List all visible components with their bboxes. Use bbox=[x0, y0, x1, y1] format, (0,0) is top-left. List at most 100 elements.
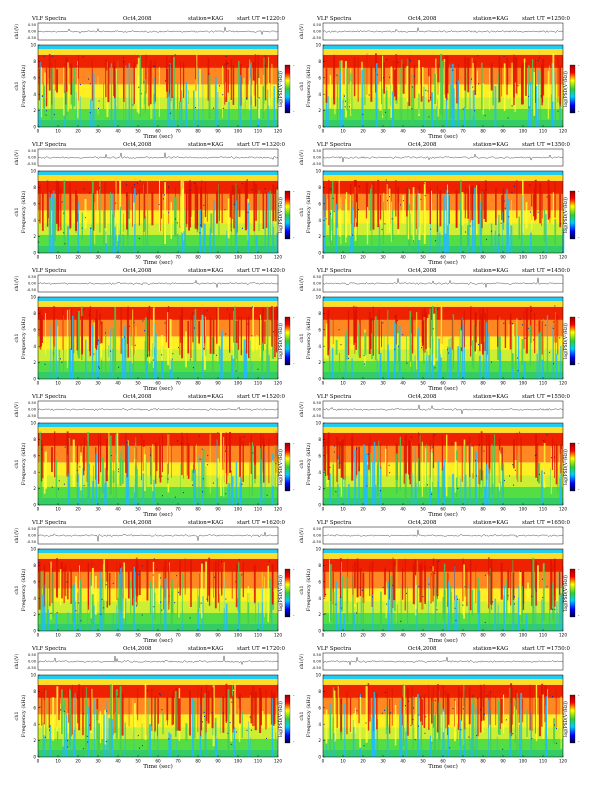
spectrogram-streak bbox=[104, 182, 106, 229]
spectrogram-streak bbox=[240, 317, 242, 356]
spectrogram-streak bbox=[527, 582, 529, 599]
spectrogram-streak bbox=[560, 696, 562, 749]
spectrogram-streak bbox=[365, 182, 368, 219]
chart-title-station: station=KAG bbox=[473, 16, 508, 22]
spectrogram-streak bbox=[43, 86, 45, 116]
spectrogram-streak bbox=[463, 106, 466, 127]
spectrogram-streak bbox=[221, 192, 223, 224]
spectrogram-streak bbox=[559, 571, 561, 595]
spectrogram-streak bbox=[418, 443, 421, 481]
spectrogram-speck bbox=[376, 74, 378, 76]
time-axis-label: Time (sec) bbox=[428, 763, 458, 770]
spectrogram-speck bbox=[202, 562, 204, 564]
spectrogram-speck bbox=[75, 610, 77, 612]
spectrogram-streak bbox=[271, 306, 274, 359]
spectrogram-band bbox=[323, 427, 563, 433]
spectrogram-streak bbox=[339, 353, 340, 379]
spectrogram-streak bbox=[332, 464, 334, 496]
spectrogram-streak bbox=[443, 590, 446, 614]
spectrogram-streak bbox=[207, 690, 210, 724]
spectrogram-streak bbox=[155, 333, 157, 379]
spectrogram-streak bbox=[55, 180, 58, 224]
spectrogram-streak bbox=[533, 72, 536, 116]
spectrogram-streak bbox=[231, 355, 233, 379]
spectrogram-streak bbox=[358, 693, 360, 724]
spectrogram-streak bbox=[344, 464, 346, 505]
spectrogram-streak bbox=[127, 445, 130, 505]
spectrogram-band bbox=[323, 553, 563, 559]
spectrogram-streak bbox=[323, 444, 324, 505]
chart-title-station: station=KAG bbox=[473, 268, 508, 274]
spectrogram-streak bbox=[490, 63, 493, 91]
spectrogram-speck bbox=[250, 308, 252, 310]
spectrogram-streak bbox=[522, 571, 525, 604]
spectrogram-streak bbox=[73, 613, 75, 631]
freq-tick-label: 4 bbox=[318, 722, 321, 727]
spectrogram-streak bbox=[454, 698, 455, 727]
spectrogram-streak bbox=[198, 321, 200, 344]
spectrogram-speck bbox=[76, 469, 78, 471]
time-tick-label: 90 bbox=[500, 759, 506, 764]
spectrogram-speck bbox=[80, 620, 82, 622]
spectrogram-speck bbox=[418, 585, 420, 588]
spectrogram-streak bbox=[543, 443, 546, 488]
spectrogram-streak bbox=[255, 235, 258, 253]
spectrogram-speck bbox=[243, 436, 245, 438]
spectrogram-speck bbox=[171, 358, 173, 360]
spectrogram-streak bbox=[113, 61, 115, 97]
spectrogram-streak bbox=[502, 188, 505, 223]
spectrogram-speck bbox=[396, 319, 398, 321]
spectrogram-speck bbox=[430, 228, 432, 230]
spectrogram-streak bbox=[202, 71, 204, 127]
time-tick-label: 120 bbox=[274, 255, 282, 260]
chart-title-start: start UT =1750:0 bbox=[522, 646, 571, 652]
spectrogram-streak bbox=[57, 697, 60, 721]
spectrogram-streak bbox=[484, 312, 486, 351]
spectrogram-streak bbox=[392, 557, 394, 609]
spectrogram-streak bbox=[535, 698, 536, 734]
spectrogram-streak bbox=[360, 596, 362, 631]
freq-tick-label: 4 bbox=[318, 596, 321, 601]
spectrogram-streak bbox=[350, 72, 353, 114]
spectrogram-speck bbox=[429, 96, 431, 99]
spectrogram-streak bbox=[54, 60, 56, 91]
spectrogram-speck bbox=[82, 748, 84, 750]
spectrogram-streak bbox=[401, 696, 403, 726]
spectrogram-speck bbox=[206, 464, 208, 466]
spectrogram-speck bbox=[200, 224, 201, 226]
spectrogram-speck bbox=[418, 434, 420, 436]
spectrogram-streak bbox=[114, 226, 116, 253]
spectrogram-speck bbox=[398, 345, 399, 347]
spectrogram-streak bbox=[468, 582, 470, 631]
time-tick-label: 70 bbox=[175, 129, 181, 134]
spectrogram-band bbox=[323, 558, 563, 572]
spectrogram-streak bbox=[237, 316, 240, 350]
chart-title-date: Oct4,2008 bbox=[123, 142, 152, 148]
spectrogram-speck bbox=[511, 191, 513, 193]
spectrogram-streak bbox=[512, 324, 514, 354]
spectrogram-streak bbox=[268, 438, 270, 484]
spectrogram-streak bbox=[338, 179, 340, 224]
spectrogram-speck bbox=[349, 106, 350, 108]
spectrogram-streak bbox=[533, 194, 535, 217]
spectrogram-streak bbox=[447, 346, 449, 379]
spectrogram-streak bbox=[69, 348, 72, 379]
spectrogram-streak bbox=[141, 68, 143, 108]
spectrogram-streak bbox=[460, 720, 462, 757]
spectrogram-streak bbox=[271, 306, 273, 347]
ch1-tick-label: 0.50 bbox=[313, 401, 322, 405]
spectrogram-streak bbox=[78, 54, 79, 101]
spectrogram-streak bbox=[393, 562, 396, 601]
spectrogram-streak bbox=[330, 564, 332, 622]
spectrogram-streak bbox=[472, 90, 475, 127]
spectrogram-streak bbox=[471, 340, 473, 368]
spectrogram-streak bbox=[170, 55, 172, 102]
spectrogram-speck bbox=[211, 711, 213, 713]
freq-axis-label: Frequency (kHz) bbox=[20, 695, 27, 738]
time-tick-label: 30 bbox=[380, 507, 386, 512]
spectrogram-speck bbox=[449, 747, 451, 749]
time-axis-label: Time (sec) bbox=[428, 637, 458, 644]
spectrogram-streak bbox=[462, 84, 464, 99]
spectrogram-streak bbox=[193, 465, 195, 505]
colorbar-tick-label: - bbox=[293, 613, 295, 618]
